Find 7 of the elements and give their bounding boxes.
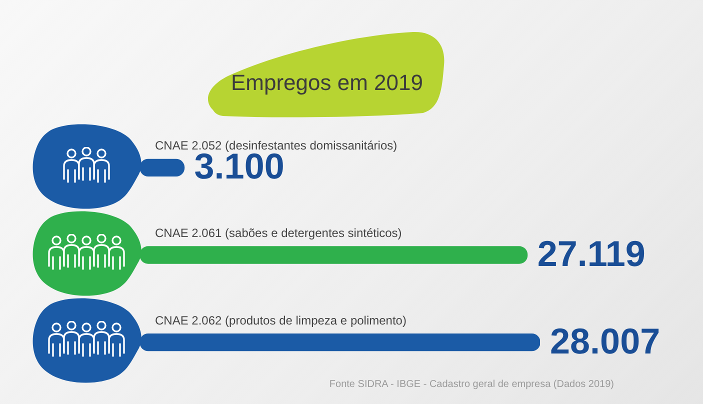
y-tick-label: CNAE 2.062 (produtos de limpeza e polimento) (155, 313, 406, 328)
chart-title: Empregos em 2019 (231, 70, 423, 96)
data-label: 27.119 (537, 232, 646, 274)
y-tick-label: CNAE 2.052 (desinfestantes domissanitários) (155, 138, 398, 153)
y-tick-label: CNAE 2.061 (sabões e detergentes sintéticos) (155, 226, 402, 240)
data-label: 28.007 (550, 320, 660, 362)
source-note: Fonte SIDRA - IBGE - Cadastro geral de empresa (Dados 2019) (329, 379, 614, 390)
